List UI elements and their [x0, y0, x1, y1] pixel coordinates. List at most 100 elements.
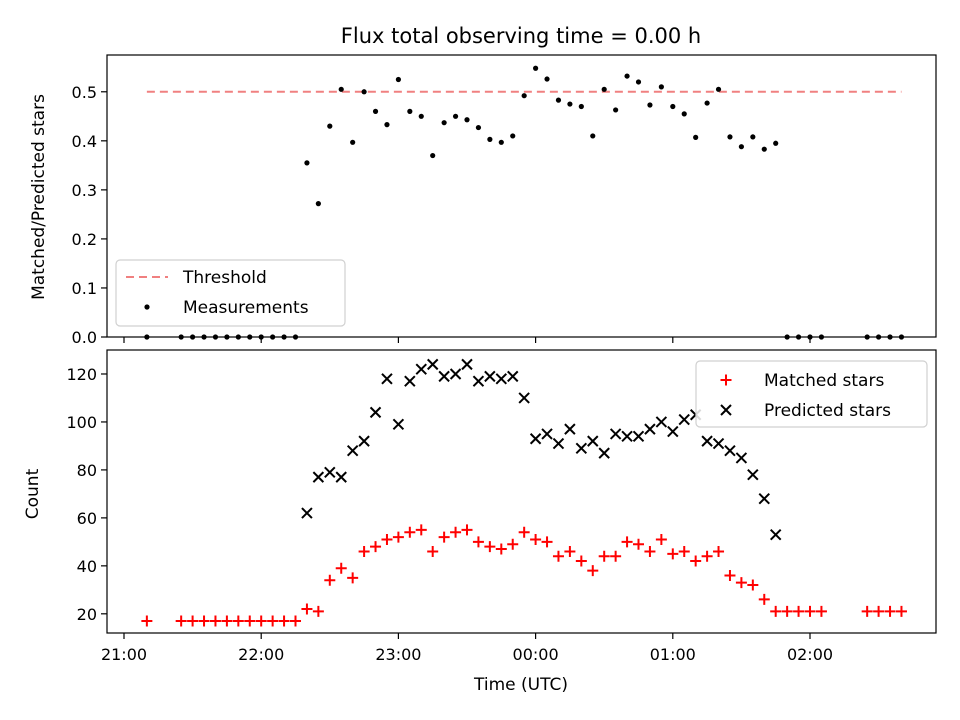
matched-star-point — [198, 615, 210, 627]
measurement-point — [555, 97, 562, 103]
matched-star-point — [244, 615, 256, 627]
x-tick-label: 02:00 — [787, 645, 833, 664]
plot-frame — [106, 349, 937, 634]
x-tick-label: 22:00 — [238, 645, 284, 664]
measurement-point — [475, 124, 482, 131]
matched-star-point — [232, 615, 244, 627]
predicted-star-point — [769, 528, 782, 541]
predicted-star-point — [724, 445, 736, 457]
predicted-star-point — [335, 471, 347, 483]
matched-star-point — [404, 526, 416, 538]
measurement-point — [876, 334, 882, 340]
measurement-point — [807, 334, 813, 340]
legend-threshold-label: Threshold — [182, 268, 267, 288]
predicted-star-point — [644, 423, 656, 435]
measurement-point — [773, 140, 779, 146]
x-tick-label: 01:00 — [650, 645, 696, 664]
series-measurements — [144, 65, 905, 340]
matched-star-point — [690, 555, 702, 567]
measurement-point — [761, 146, 767, 152]
matched-star-point — [633, 538, 644, 550]
predicted-star-point — [518, 392, 530, 404]
predicted-star-point — [655, 416, 668, 428]
predicted-star-point — [758, 492, 770, 505]
matched-star-point — [278, 615, 290, 627]
matched-star-point — [347, 572, 359, 584]
matched-star-point — [621, 536, 633, 548]
measurement-point — [372, 108, 379, 114]
legend-box — [695, 360, 928, 428]
matched-star-point — [461, 524, 473, 536]
matched-star-point — [884, 605, 896, 617]
measurement-point — [590, 133, 596, 139]
predicted-star-point — [426, 358, 439, 371]
measurement-point — [727, 134, 733, 140]
plot-frame — [106, 54, 937, 338]
matched-star-point — [141, 615, 153, 627]
measurement-point — [898, 334, 905, 340]
y-tick-label: 40 — [77, 557, 97, 576]
y-tick-label: 0.4 — [72, 132, 97, 151]
measurement-point — [887, 334, 893, 340]
matched-star-point — [370, 541, 382, 553]
matched-star-point — [221, 615, 233, 627]
measurement-point — [647, 102, 653, 108]
measurement-point — [464, 117, 470, 123]
measurement-point — [544, 76, 550, 82]
measurement-point — [613, 107, 619, 113]
measurement-point — [190, 334, 196, 340]
measurement-point — [384, 122, 390, 128]
predicted-star-point — [404, 375, 416, 387]
y-tick-label: 100 — [66, 413, 97, 432]
matched-star-point — [392, 531, 404, 543]
measurement-point — [795, 334, 802, 340]
predicted-star-point — [712, 437, 725, 450]
measurement-point — [292, 334, 299, 340]
predicted-star-point — [381, 373, 393, 385]
measurement-point — [635, 79, 642, 85]
matched-star-point — [507, 538, 519, 550]
y-tick-label: 0.2 — [72, 230, 97, 249]
predicted-star-point — [358, 435, 370, 447]
measurement-point — [418, 113, 424, 119]
predicted-star-point — [507, 370, 519, 383]
matched-star-point — [472, 536, 484, 548]
predicted-star-point — [461, 358, 473, 371]
x-tick-label: 00:00 — [513, 645, 559, 664]
measurement-point — [281, 334, 287, 340]
matched-star-point — [552, 550, 564, 562]
matched-star-point — [655, 533, 667, 545]
predicted-star-point — [678, 413, 690, 426]
matched-star-point — [415, 524, 427, 536]
measurement-point — [304, 160, 310, 166]
measurement-point — [601, 86, 607, 92]
measurement-point — [270, 334, 276, 340]
matched-star-point — [804, 605, 816, 617]
top-legend: Threshold Measurements — [115, 259, 346, 327]
predicted-star-point — [324, 466, 336, 479]
matched-star-point — [290, 615, 301, 627]
legend-measurements-label: Measurements — [183, 298, 309, 318]
matched-star-point — [758, 593, 770, 605]
predicted-star-point — [472, 375, 485, 387]
matched-star-point — [587, 565, 599, 577]
measurement-point — [738, 144, 745, 150]
predicted-star-point — [301, 507, 313, 519]
measurement-point — [407, 108, 413, 114]
predicted-star-point — [484, 370, 496, 383]
matched-star-point — [895, 605, 907, 617]
legend-measurements-swatch — [144, 304, 150, 310]
predicted-star-point — [541, 428, 553, 440]
predicted-star-point — [392, 418, 405, 431]
predicted-star-point — [312, 471, 325, 483]
bottom-legend: Matched stars Predicted stars — [695, 360, 928, 428]
predicted-star-point — [552, 437, 565, 450]
y-tick-label: 60 — [77, 509, 97, 528]
predicted-star-point — [632, 430, 645, 443]
y-tick-label: 20 — [77, 605, 97, 624]
matched-star-point — [267, 615, 279, 627]
legend-predicted-label: Predicted stars — [764, 401, 891, 421]
measurement-point — [693, 134, 699, 140]
measurement-point — [350, 139, 356, 145]
